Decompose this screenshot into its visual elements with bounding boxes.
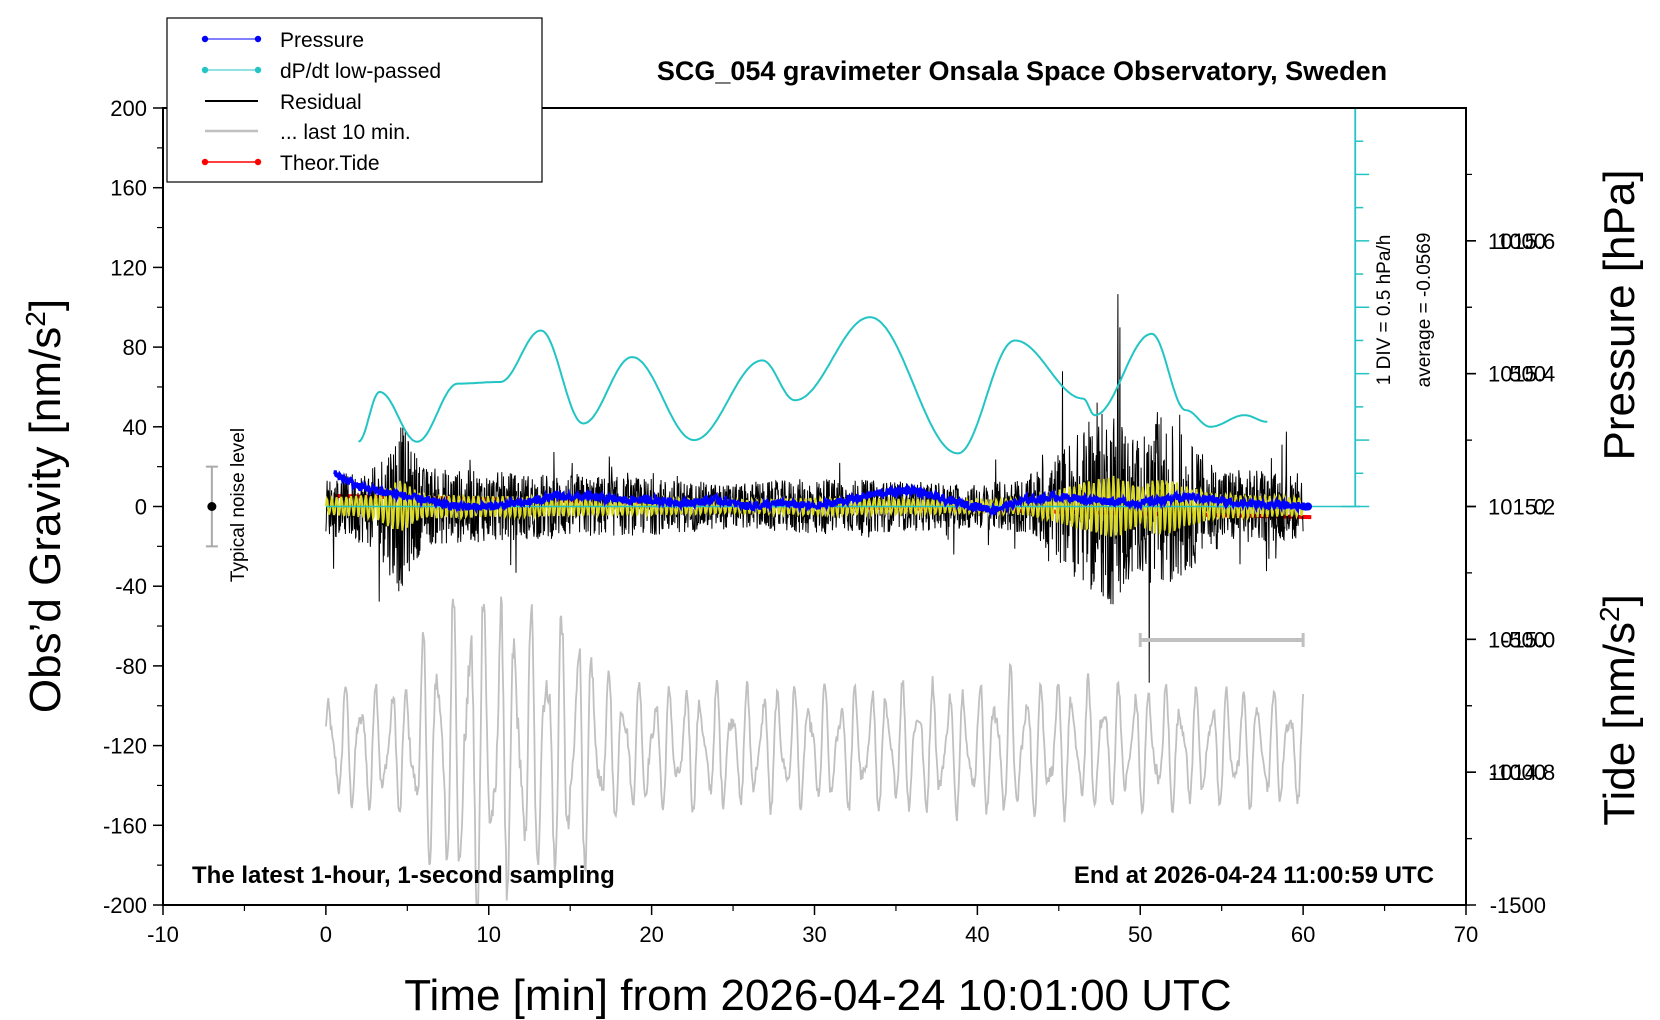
gravity-tick-label: 40 — [123, 415, 147, 440]
gravity-tick-label: 0 — [135, 495, 147, 520]
legend-pressure-marker — [254, 35, 262, 43]
x-tick-label: 40 — [965, 922, 989, 947]
gravity-tick-label: -200 — [103, 893, 147, 918]
tide-tick-label: 0 — [1534, 495, 1546, 520]
tide-tick-label: -500 — [1502, 627, 1546, 652]
tide-tick-label: -1000 — [1490, 760, 1546, 785]
pressure-series — [333, 470, 1310, 518]
dpdt-average-label: average = -0.0569 — [1414, 233, 1435, 388]
tide-axis: 1000 500 0 -500 -1000 -1500 — [1466, 229, 1546, 918]
gravity-tick-label: 120 — [110, 255, 147, 280]
gravity-tick-label: -80 — [115, 654, 147, 679]
legend-label-tide: Theor.Tide — [280, 152, 380, 175]
legend-item-last10: ... last 10 min. — [205, 121, 411, 144]
gravity-tick-label: 80 — [123, 335, 147, 360]
pressure-tick-label: 1015.0 — [1488, 627, 1555, 652]
gravity-axis-title: Obs’d Gravity [nm/s2] — [20, 299, 71, 713]
legend-label-pressure: Pressure — [280, 29, 364, 52]
noise-level-label: Typical noise level — [228, 428, 249, 582]
legend-dpdt-marker — [254, 66, 262, 74]
series-layer — [205, 108, 1370, 905]
dpdt-lowpassed-series — [358, 316, 1268, 455]
gravity-tick-label: 160 — [110, 176, 147, 201]
x-tick-label: 70 — [1454, 922, 1478, 947]
x-tick-label: -10 — [147, 922, 179, 947]
tide-tick-label: 1000 — [1497, 229, 1546, 254]
tide-tick-label: 500 — [1509, 362, 1546, 387]
pressure-tick-label: 1015.4 — [1488, 362, 1555, 387]
x-tick-label: 20 — [639, 922, 663, 947]
tide-axis-title: Tide [nm/s2] — [1594, 594, 1645, 826]
legend-pressure-marker — [201, 35, 209, 43]
legend-tide-marker — [254, 158, 262, 166]
legend-item-residual: Residual — [205, 91, 362, 114]
gravity-tick-label: -120 — [103, 734, 147, 759]
gravity-tick-label: -40 — [115, 574, 147, 599]
sampling-note: The latest 1-hour, 1-second sampling — [192, 862, 615, 889]
legend-tide-marker — [201, 158, 209, 166]
gravity-tick-label: -160 — [103, 813, 147, 838]
legend-item-pressure: Pressure — [201, 29, 364, 52]
pressure-tick-label: 1015.2 — [1488, 495, 1555, 520]
last-10-min-series — [325, 596, 1304, 905]
legend: Pressure dP/dt low-passed Residual ... l… — [166, 17, 543, 183]
legend-label-dpdt: dP/dt low-passed — [280, 60, 441, 83]
legend-label-residual: Residual — [280, 91, 362, 114]
legend-item-dpdt: dP/dt low-passed — [201, 60, 441, 83]
tide-tick-label: -1500 — [1490, 893, 1546, 918]
pressure-tick-label: 1015.6 — [1488, 229, 1555, 254]
dpdt-scale-label: 1 DIV = 0.5 hPa/h — [1374, 235, 1395, 386]
x-tick-label: 60 — [1291, 922, 1315, 947]
noise-level-marker — [207, 502, 217, 511]
pressure-end-marker — [1304, 502, 1313, 511]
gravity-tick-label: 200 — [110, 96, 147, 121]
x-axis: -10 0 10 20 30 40 50 60 70 — [147, 905, 1478, 947]
legend-item-tide: Theor.Tide — [201, 152, 380, 175]
x-axis-title: Time [min] from 2026-04-24 10:01:00 UTC — [404, 971, 1231, 1020]
legend-dpdt-marker — [201, 66, 209, 74]
x-tick-label: 30 — [802, 922, 826, 947]
pressure-axis-title: Pressure [hPa] — [1595, 169, 1644, 460]
x-tick-label: 0 — [320, 922, 332, 947]
pressure-tick-label: 1014.8 — [1488, 760, 1555, 785]
legend-label-last10: ... last 10 min. — [280, 121, 411, 144]
end-time-note: End at 2026-04-24 11:00:59 UTC — [1074, 862, 1434, 889]
x-tick-label: 50 — [1128, 922, 1152, 947]
x-tick-label: 10 — [477, 922, 501, 947]
chart-title: SCG_054 gravimeter Onsala Space Observat… — [657, 56, 1387, 86]
gravity-axis: 200 160 120 80 40 0 -40 -80 -120 -160 -200 — [103, 96, 163, 918]
